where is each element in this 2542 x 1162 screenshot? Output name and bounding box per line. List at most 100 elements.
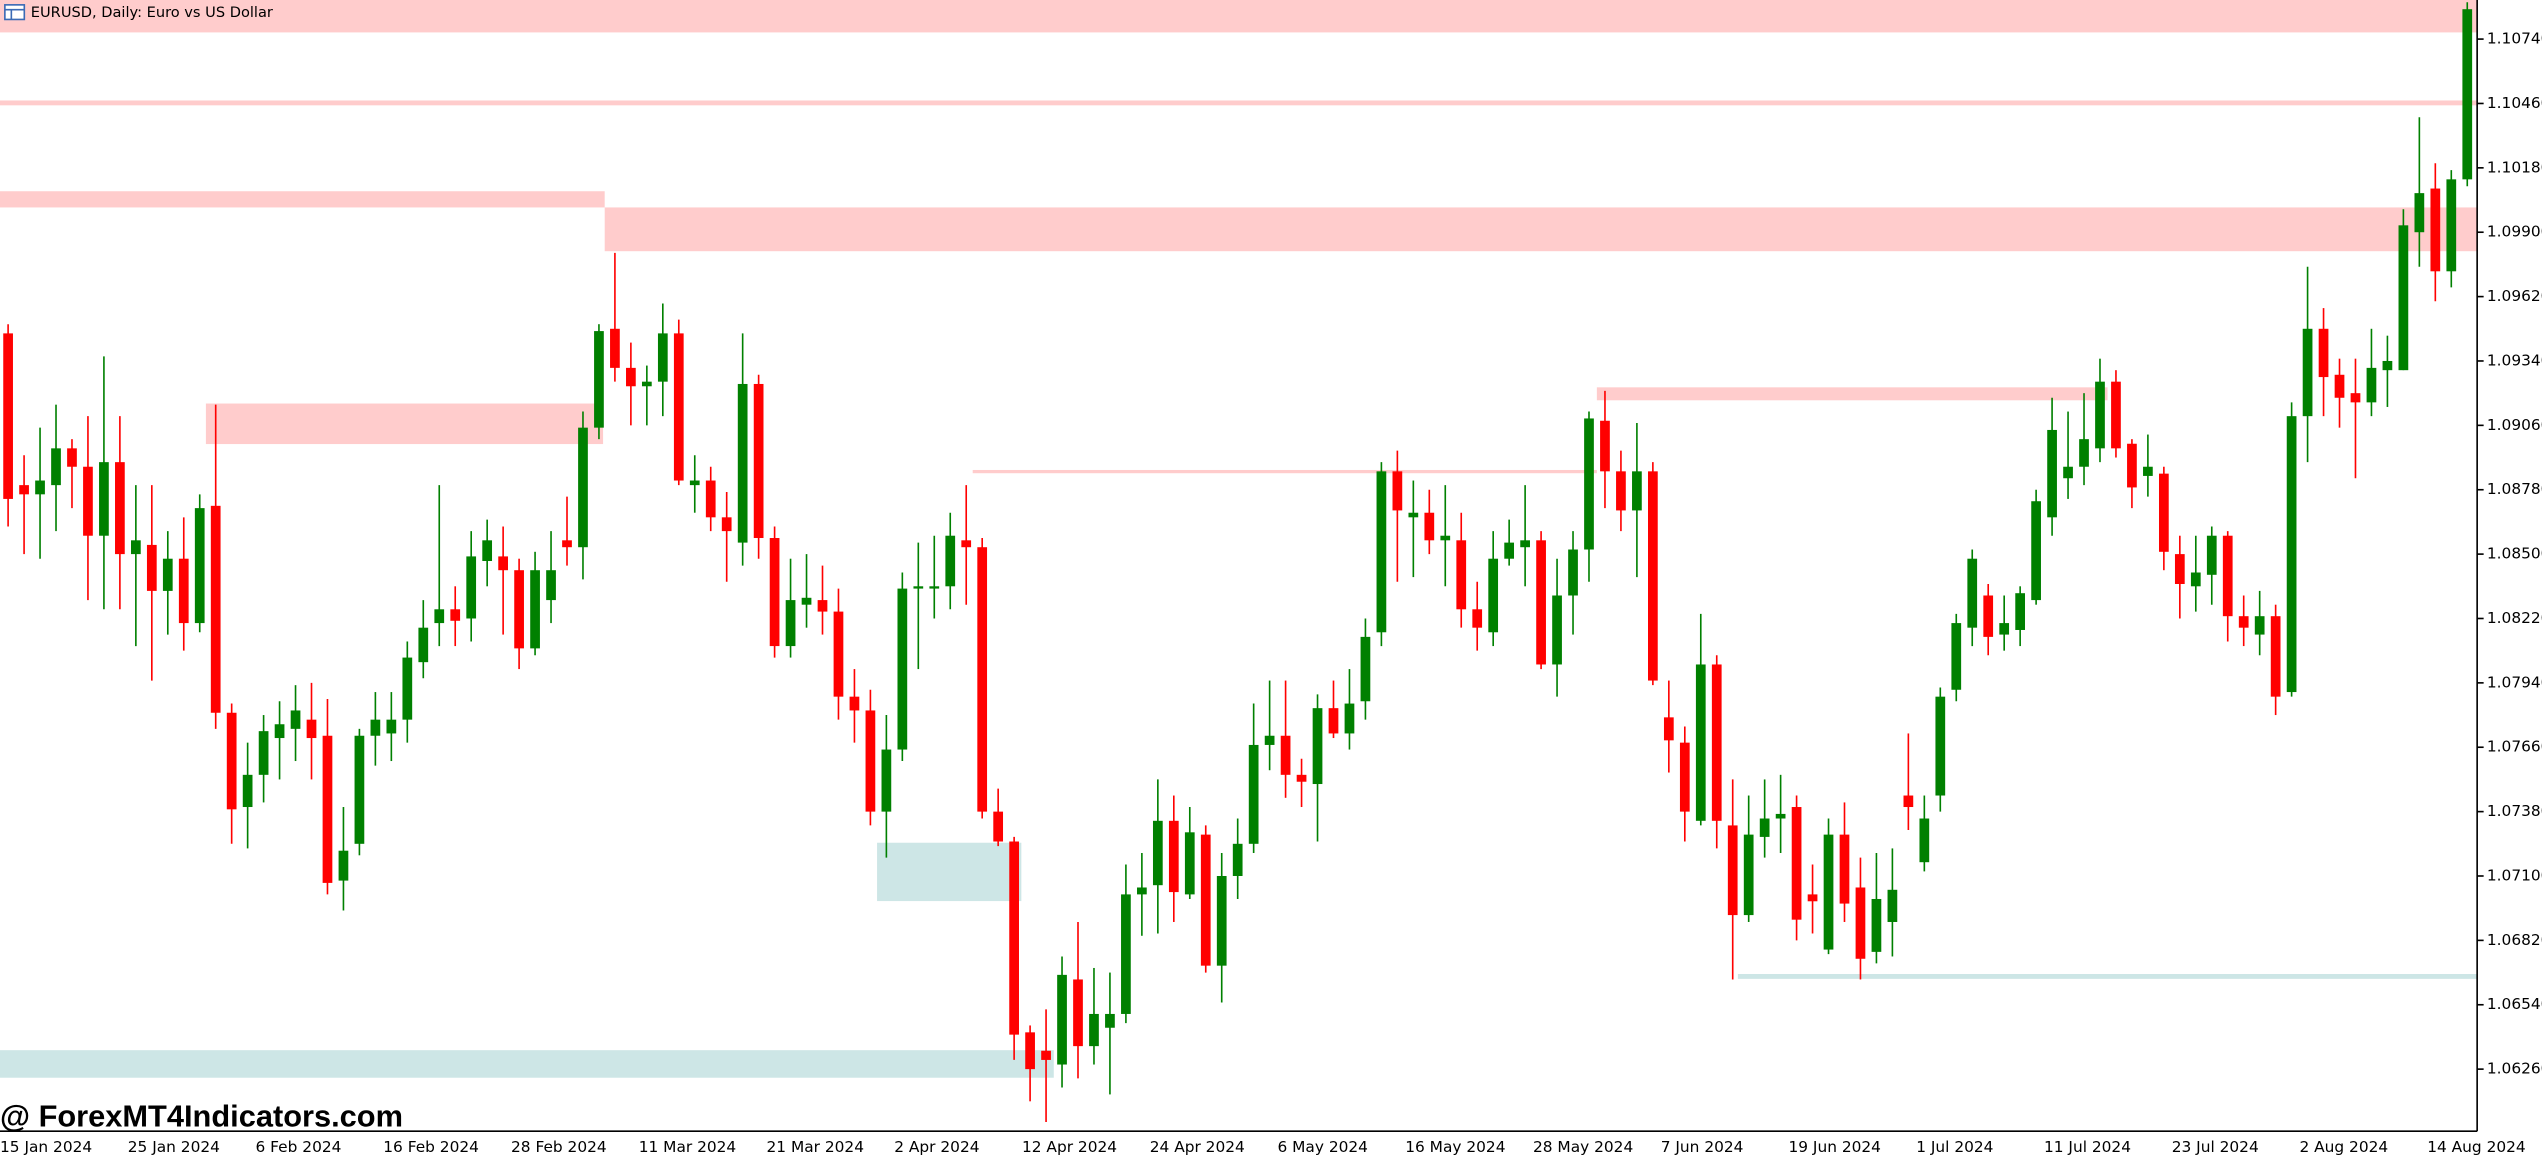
candles — [3, 2, 2473, 1123]
demand-zone — [877, 842, 1022, 902]
candle-body — [913, 586, 924, 589]
x-tick-label: 24 Apr 2024 — [1150, 1138, 1245, 1156]
y-tick-label: 1.08780 — [2487, 480, 2542, 498]
candle-body — [1296, 774, 1307, 782]
candle-body — [51, 448, 61, 486]
zones — [0, 0, 2478, 1078]
x-tick-label: 23 Jul 2024 — [2172, 1138, 2259, 1156]
y-tick-label: 1.09900 — [2487, 223, 2542, 241]
candle-body — [929, 586, 940, 589]
candle-body — [1009, 841, 1019, 1035]
candle-body — [546, 570, 556, 601]
watermark: @ ForexMT4Indicators.com — [0, 1098, 403, 1133]
candle-body — [801, 597, 812, 605]
candle-body — [1584, 418, 1594, 550]
candle-body — [178, 558, 189, 624]
candle-body — [881, 749, 892, 812]
candle-body — [977, 547, 988, 812]
candle-body — [1536, 540, 1546, 665]
candle-body — [1073, 979, 1083, 1047]
candle-body — [35, 480, 45, 495]
candle-body — [1999, 623, 2010, 635]
candle-body — [1679, 742, 1690, 812]
candle-body — [210, 505, 221, 713]
candle-body — [370, 719, 381, 736]
candle-body — [1839, 834, 1850, 904]
title-bar: EURUSD, Daily: Euro vs US Dollar — [4, 4, 273, 21]
candle-body — [115, 462, 125, 555]
candle-body — [626, 367, 636, 387]
candle-body — [578, 427, 588, 548]
candle-body — [402, 657, 413, 720]
candle-body — [1711, 664, 1722, 821]
supply-zone — [205, 403, 604, 445]
candle-body — [753, 383, 764, 539]
supply-zone — [0, 100, 2478, 106]
candle-body — [1632, 471, 1642, 511]
candle-body — [849, 696, 860, 711]
candle-body — [737, 383, 748, 543]
candle-body — [258, 731, 269, 775]
candle-body — [2382, 360, 2393, 371]
candle-body — [1360, 636, 1371, 702]
candle-body — [2398, 225, 2409, 371]
x-tick-label: 7 Jun 2024 — [1661, 1138, 1744, 1156]
candle-body — [434, 609, 445, 624]
candle-body — [2334, 374, 2345, 398]
candle-body — [1456, 540, 1467, 610]
candle-body — [1392, 471, 1403, 511]
candle-body — [1200, 834, 1211, 966]
candle-body — [2222, 535, 2233, 617]
candle-body — [1695, 664, 1706, 821]
y-tick-label: 1.10180 — [2487, 158, 2542, 176]
candle-body — [2079, 439, 2089, 467]
x-tick-label: 19 Jun 2024 — [1788, 1138, 1881, 1156]
candle-body — [1105, 1013, 1115, 1028]
candle-body — [1424, 512, 1435, 541]
candle-body — [2174, 554, 2185, 584]
candle-body — [1408, 512, 1419, 518]
y-tick-label: 1.10740 — [2487, 30, 2542, 48]
candle-body — [2127, 443, 2137, 488]
y-tick-label: 1.07660 — [2487, 738, 2542, 756]
candle-body — [833, 611, 844, 697]
candle-body — [162, 558, 173, 591]
candle-body — [99, 462, 109, 536]
candle-body — [1057, 974, 1067, 1065]
candle-body — [1903, 795, 1914, 808]
candle-body — [1121, 894, 1131, 1014]
x-tick-label: 14 Aug 2024 — [2427, 1138, 2526, 1156]
candle-body — [1025, 1032, 1035, 1070]
candle-body — [2047, 429, 2057, 518]
candle-body — [705, 480, 716, 518]
candle-body — [274, 724, 285, 739]
candle-body — [1663, 717, 1674, 741]
candle-body — [1568, 549, 1578, 596]
y-tick-label: 1.09620 — [2487, 287, 2542, 305]
supply-zone — [604, 207, 2478, 252]
candle-body — [1648, 471, 1658, 681]
candle-body — [418, 627, 429, 663]
candle-body — [2366, 367, 2377, 403]
candle-body — [2446, 179, 2457, 272]
x-tick-label: 21 Mar 2024 — [766, 1138, 864, 1156]
supply-zone — [0, 0, 2478, 33]
chart-title: EURUSD, Daily: Euro vs US Dollar — [31, 4, 273, 21]
candle-body — [386, 719, 397, 734]
candle-body — [2015, 593, 2026, 630]
y-tick-label: 1.08220 — [2487, 609, 2542, 627]
candle-body — [1137, 887, 1147, 895]
candle-body — [610, 328, 620, 368]
candle-body — [641, 381, 652, 387]
candle-body — [1616, 471, 1626, 511]
demand-zone — [0, 1050, 1054, 1078]
x-tick-label: 11 Jul 2024 — [2044, 1138, 2131, 1156]
candle-body — [2254, 616, 2265, 635]
candle-body — [2318, 328, 2329, 378]
candle-body — [1935, 696, 1946, 796]
chart-icon — [4, 4, 26, 21]
candle-body — [514, 570, 524, 649]
candle-body — [1743, 834, 1754, 916]
candle-body — [1775, 813, 1786, 819]
